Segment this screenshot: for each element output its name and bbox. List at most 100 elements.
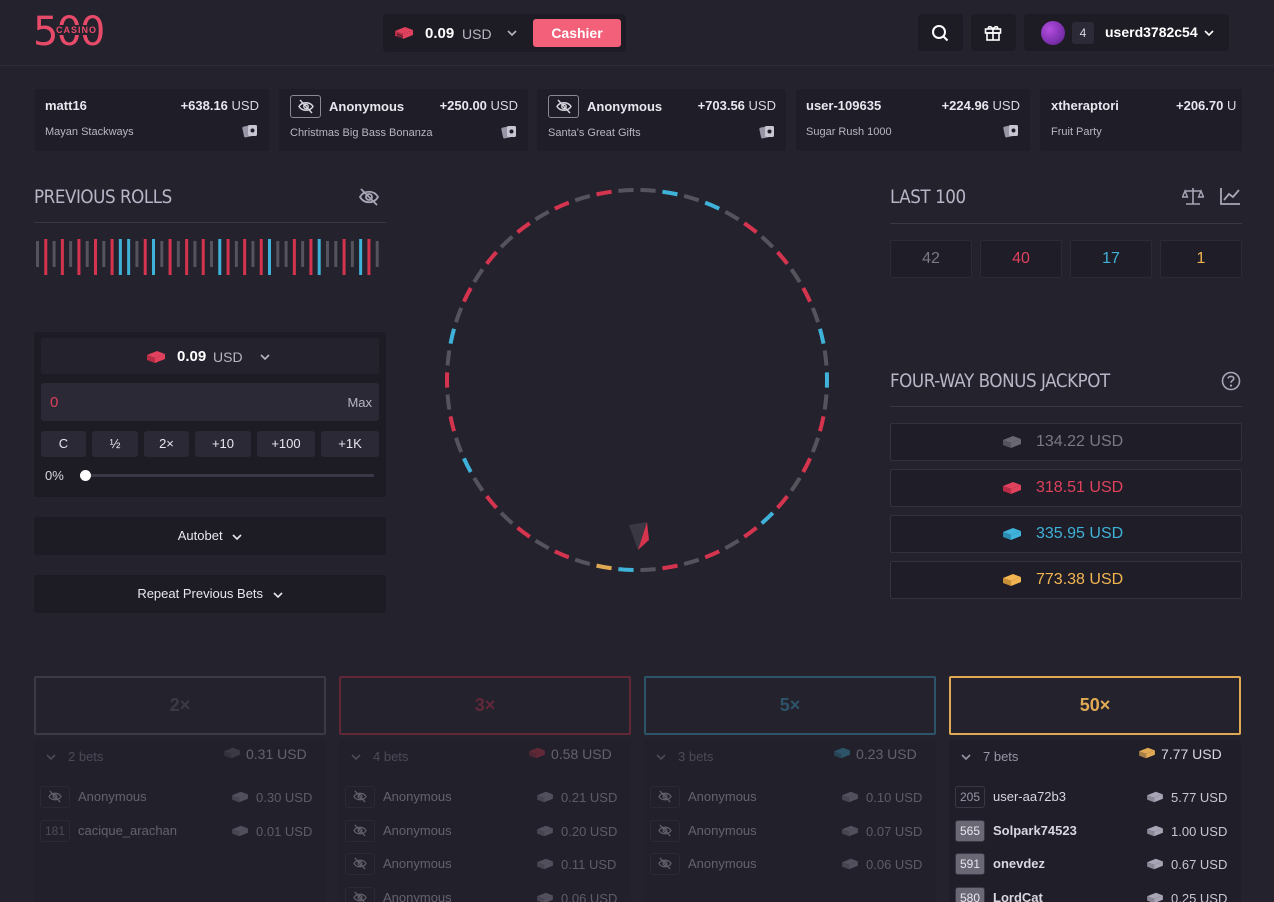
user-menu[interactable]: 4 userd3782c54 <box>1024 14 1229 51</box>
wheel-segment <box>743 221 758 234</box>
coin-icon <box>1147 858 1163 870</box>
roll-bar <box>292 239 296 275</box>
search-button[interactable] <box>918 14 963 51</box>
clear-chip[interactable]: C <box>41 431 86 457</box>
divider <box>34 222 386 223</box>
bettor-name: LordCat <box>993 889 1043 902</box>
bettor-name: Anonymous <box>688 789 757 804</box>
winner-card[interactable]: Anonymous +250.00 USD Christmas Big Bass… <box>279 89 528 151</box>
plus-10-chip[interactable]: +10 <box>195 431 251 457</box>
bet-amount: 0.21 USD <box>535 790 617 805</box>
half-chip[interactable]: ½ <box>92 431 138 457</box>
bets-count[interactable]: 3 bets <box>656 749 713 764</box>
coin-icon <box>232 825 248 836</box>
plus-1k-chip[interactable]: +1K <box>321 431 379 457</box>
user-level-badge: 181 <box>40 819 70 842</box>
bets-total: 7.77 USD <box>1137 746 1222 762</box>
eye-off-icon[interactable] <box>358 187 380 207</box>
bets-count[interactable]: 2 bets <box>46 749 103 764</box>
roll-bar <box>226 239 230 275</box>
user-level-badge: 580 <box>955 886 985 902</box>
cash-stack-icon <box>529 747 545 759</box>
roll-bar <box>52 241 56 267</box>
slider-percent: 0% <box>45 468 64 483</box>
bet-slider-track[interactable] <box>84 474 374 477</box>
bets-count-label: 7 bets <box>983 749 1019 764</box>
wheel-segment <box>485 250 498 266</box>
winner-card[interactable]: matt16 +638.16 USD Mayan Stackways <box>35 89 269 151</box>
bets-count[interactable]: 4 bets <box>351 749 408 764</box>
max-button[interactable]: Max <box>347 395 372 410</box>
bet-amount: 0.06 USD <box>840 857 922 872</box>
winner-card[interactable]: Anonymous +703.56 USD Santa's Great Gift… <box>537 89 786 151</box>
roll-bar <box>309 239 313 275</box>
bettor-name: Anonymous <box>383 889 452 902</box>
roll-bar <box>135 241 139 267</box>
bets-total: 0.31 USD <box>222 746 307 762</box>
hidden-user-badge <box>548 95 579 118</box>
roll-bar <box>259 239 263 275</box>
balance-scale-icon[interactable] <box>1182 186 1204 206</box>
roll-bar <box>160 241 164 267</box>
casino-logo[interactable]: 500 CASINO <box>33 10 105 56</box>
cashier-button[interactable]: Cashier <box>533 19 621 47</box>
coin-icon <box>1147 825 1163 836</box>
roll-bar <box>234 241 238 267</box>
cash-stack-icon <box>1003 482 1021 494</box>
winner-game: Christmas Big Bass Bonanza <box>290 127 433 139</box>
bet-amount-input[interactable]: 0 Max <box>41 383 379 421</box>
bet-currency-selector[interactable]: 0.09 USD <box>41 338 379 374</box>
place-bet-button[interactable]: 5× <box>644 676 936 735</box>
winner-card[interactable]: xtheraptori +206.70 U Fruit Party <box>1040 89 1242 151</box>
autobet-button[interactable]: Autobet <box>34 517 386 555</box>
stat-red-count: 40 <box>980 240 1062 278</box>
bet-amount-value: 0.01 USD <box>256 823 313 839</box>
winner-amount: +250.00 USD <box>439 98 518 113</box>
help-icon[interactable] <box>1221 371 1241 391</box>
double-chip[interactable]: 2× <box>144 431 189 457</box>
bettor-name: Anonymous <box>383 856 452 871</box>
bets-total: 0.23 USD <box>832 746 917 762</box>
winner-card[interactable]: user-109635 +224.96 USD Sugar Rush 1000 <box>796 89 1030 151</box>
coin-icon <box>842 825 858 836</box>
eye-off-icon <box>353 823 367 837</box>
wheel-segment <box>574 557 591 566</box>
bet-amount: 0.01 USD <box>230 824 312 839</box>
plus-100-chip[interactable]: +100 <box>257 431 315 457</box>
wheel-segment <box>499 235 514 249</box>
place-bet-button[interactable]: 50× <box>949 676 1241 735</box>
bet-amount: 0.10 USD <box>840 790 922 805</box>
place-bet-button[interactable]: 2× <box>34 676 326 735</box>
logo-sub-text: CASINO <box>55 25 99 35</box>
cash-stack-icon <box>1139 747 1155 759</box>
roll-bar <box>375 241 379 267</box>
jackpot-amount: 318.51 USD <box>1036 479 1124 496</box>
rewards-button[interactable] <box>971 14 1016 51</box>
wheel-segment <box>822 350 829 366</box>
hidden-user-badge <box>290 95 321 118</box>
previous-rolls-bars <box>36 239 379 275</box>
roll-bar <box>243 239 247 275</box>
eye-off-icon <box>658 823 672 837</box>
roll-bar <box>176 241 180 267</box>
roll-bar <box>317 239 321 275</box>
cash-stack-icon <box>1003 436 1021 448</box>
roll-bar <box>218 239 222 275</box>
stat-gold-count: 1 <box>1160 240 1242 278</box>
bet-amount-value: 0.67 USD <box>1171 857 1228 872</box>
bet-amount-value: 5.77 USD <box>1171 790 1228 805</box>
bet-slider-handle[interactable] <box>80 470 91 481</box>
slot-game-icon <box>1003 125 1018 138</box>
bets-count[interactable]: 7 bets <box>961 749 1018 764</box>
bet-amount-value: 0.07 USD <box>866 823 923 839</box>
line-chart-icon[interactable] <box>1220 187 1241 205</box>
repeat-bets-button[interactable]: Repeat Previous Bets <box>34 575 386 613</box>
jackpot-row-red: 318.51 USD <box>890 469 1242 507</box>
roll-bar <box>268 239 271 275</box>
bet-amount-value: 0.25 USD <box>1171 890 1228 902</box>
bets-count-label: 4 bets <box>373 749 409 764</box>
bet-amount: 0.25 USD <box>1145 891 1227 902</box>
place-bet-button[interactable]: 3× <box>339 676 631 735</box>
roulette-wheel <box>445 188 830 572</box>
bets-total-value: 0.23 USD <box>856 746 917 762</box>
